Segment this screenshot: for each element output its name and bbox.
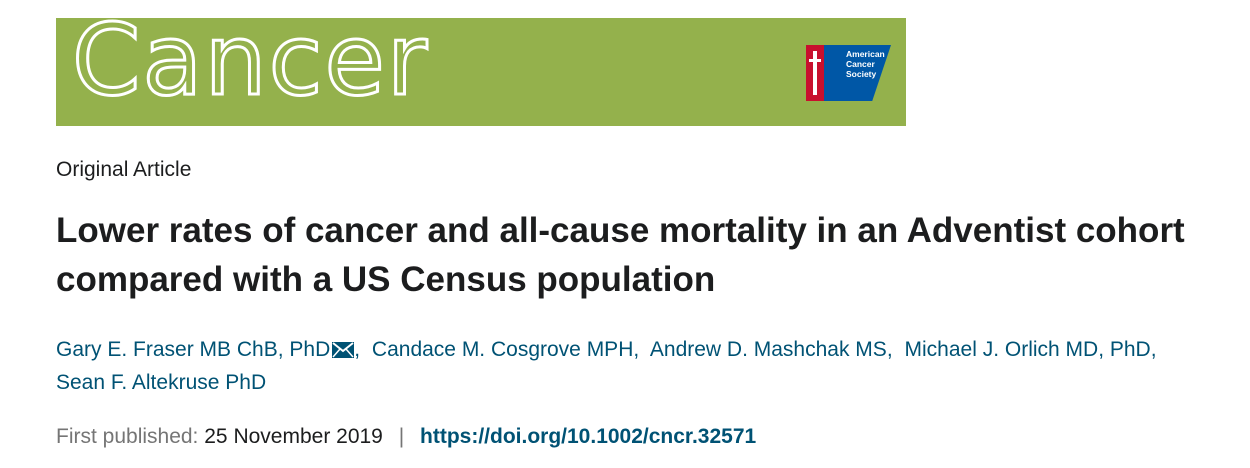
journal-title: Cancer bbox=[70, 4, 430, 118]
first-published-date: 25 November 2019 bbox=[204, 425, 383, 448]
journal-banner[interactable]: Cancer American Cancer Society bbox=[56, 11, 906, 126]
doi-link[interactable]: https://doi.org/10.1002/cncr.32571 bbox=[420, 425, 757, 448]
envelope-icon[interactable] bbox=[332, 336, 355, 367]
author-item[interactable]: Candace M. Cosgrove MPH, bbox=[371, 338, 640, 361]
author-name[interactable]: Michael J. Orlich MD, PhD bbox=[904, 338, 1151, 361]
author-name[interactable]: Gary E. Fraser MB ChB, PhD bbox=[56, 338, 331, 361]
american-cancer-society-logo: American Cancer Society bbox=[806, 45, 891, 101]
author-item[interactable]: Andrew D. Mashchak MS, bbox=[649, 338, 893, 361]
author-name[interactable]: Candace M. Cosgrove MPH bbox=[371, 338, 634, 361]
author-name[interactable]: Andrew D. Mashchak MS bbox=[649, 338, 887, 361]
author-item[interactable]: Gary E. Fraser MB ChB, PhD, bbox=[56, 338, 360, 361]
acs-logo-blue-panel: American Cancer Society bbox=[824, 45, 891, 101]
author-list: Gary E. Fraser MB ChB, PhD, Candace M. C… bbox=[56, 334, 1226, 398]
acs-logo-sword-guard bbox=[809, 59, 821, 62]
publication-info: First published: 25 November 2019 | http… bbox=[56, 425, 756, 449]
separator: | bbox=[398, 425, 405, 448]
author-item[interactable]: Michael J. Orlich MD, PhD, bbox=[904, 338, 1157, 361]
first-published-label: First published: bbox=[56, 425, 199, 448]
author-item[interactable]: Sean F. Altekruse PhD bbox=[56, 371, 266, 394]
article-title: Lower rates of cancer and all-cause mort… bbox=[56, 211, 1185, 299]
acs-logo-sword-icon bbox=[813, 51, 817, 95]
acs-logo-text: American Cancer Society bbox=[846, 49, 885, 79]
author-name[interactable]: Sean F. Altekruse PhD bbox=[56, 371, 267, 394]
article-type: Original Article bbox=[56, 158, 192, 181]
